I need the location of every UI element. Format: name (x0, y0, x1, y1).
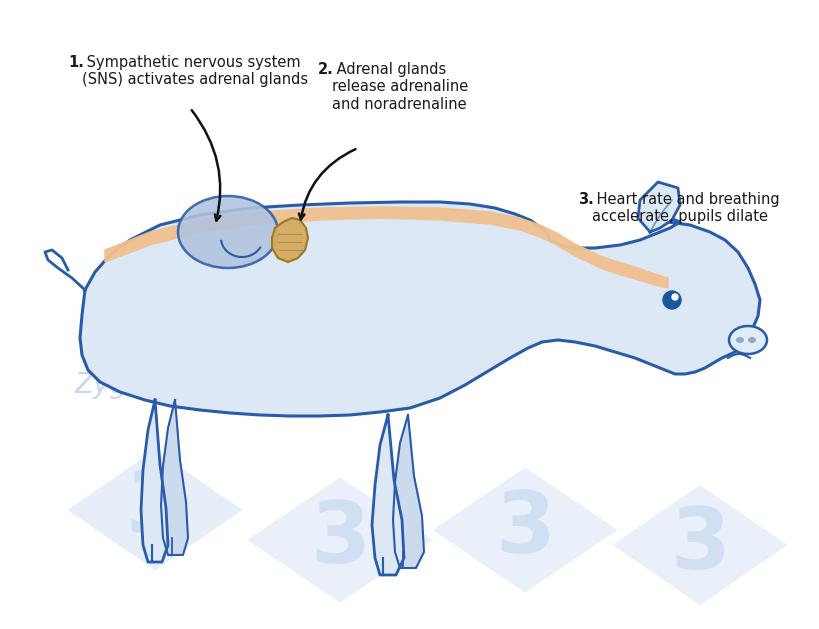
Text: 1.: 1. (68, 55, 84, 70)
Polygon shape (372, 415, 404, 575)
Text: 3: 3 (669, 503, 729, 586)
Text: 3: 3 (124, 469, 185, 552)
Text: 3.: 3. (577, 192, 593, 207)
Polygon shape (141, 400, 168, 562)
Ellipse shape (728, 326, 766, 354)
Polygon shape (432, 467, 617, 593)
Polygon shape (272, 218, 308, 262)
Polygon shape (161, 400, 188, 555)
Polygon shape (105, 207, 667, 288)
Text: Sympathetic nervous system
(SNS) activates adrenal glands: Sympathetic nervous system (SNS) activat… (82, 55, 308, 87)
Circle shape (672, 294, 677, 300)
Text: 3: 3 (495, 489, 554, 572)
Polygon shape (612, 485, 786, 605)
Text: Heart rate and breathing
accelerate, pupils dilate: Heart rate and breathing accelerate, pup… (591, 192, 779, 225)
Text: 2.: 2. (318, 62, 333, 77)
Text: Adrenal glands
release adrenaline
and noradrenaline: Adrenal glands release adrenaline and no… (332, 62, 468, 112)
Circle shape (663, 291, 680, 309)
Ellipse shape (178, 196, 278, 268)
Polygon shape (80, 202, 759, 416)
Ellipse shape (747, 337, 755, 343)
Ellipse shape (735, 337, 743, 343)
Text: 3: 3 (310, 499, 369, 581)
Text: Zygmunt Pejsak: Zygmunt Pejsak (75, 371, 299, 399)
Polygon shape (392, 415, 423, 568)
Polygon shape (637, 182, 679, 232)
Polygon shape (247, 477, 432, 603)
Polygon shape (67, 450, 242, 570)
